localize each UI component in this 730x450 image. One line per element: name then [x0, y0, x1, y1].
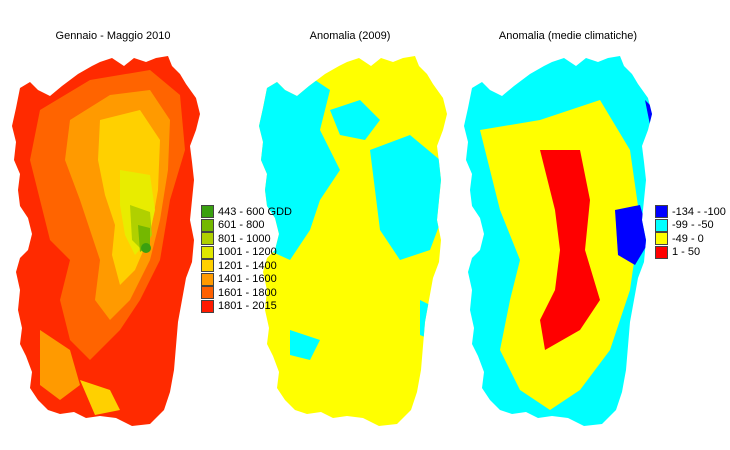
legend-label: 443 - 600 GDD	[218, 205, 292, 218]
map-title-gdd: Gennaio - Maggio 2010	[55, 30, 171, 42]
legend-swatch	[655, 205, 668, 219]
legend-anomaly-item: -99 - -50	[655, 218, 726, 233]
legend-swatch	[655, 218, 668, 232]
legend-gdd-item: 1001 - 1200	[201, 245, 292, 260]
legend-swatch	[655, 245, 668, 259]
legend-swatch	[201, 232, 214, 246]
legend-label: -99 - -50	[672, 219, 714, 232]
legend-label: -134 - -100	[672, 205, 726, 218]
legend-label: 1801 - 2015	[218, 300, 277, 313]
legend-swatch	[201, 245, 214, 259]
legend-swatch	[201, 205, 214, 219]
legend-swatch	[655, 232, 668, 246]
legend-label: 1601 - 1800	[218, 286, 277, 299]
legend-label: 601 - 800	[218, 219, 265, 232]
map-gdd	[12, 56, 200, 426]
legend-anomaly-item: 1 - 50	[655, 245, 726, 260]
legend-swatch	[201, 272, 214, 286]
legend-gdd-item: 601 - 800	[201, 218, 292, 233]
legend-swatch	[201, 299, 214, 313]
legend-swatch	[201, 218, 214, 232]
map-title-anomaly-climate: Anomalia (medie climatiche)	[498, 30, 638, 42]
legend-gdd-item: 443 - 600 GDD	[201, 205, 292, 219]
legend-label: 1001 - 1200	[218, 246, 277, 259]
map-title-anomaly-2009: Anomalia (2009)	[309, 30, 391, 42]
zone-443-600	[141, 243, 151, 253]
legend-label: 1201 - 1400	[218, 259, 277, 272]
legend-label: 801 - 1000	[218, 232, 271, 245]
legend-swatch	[201, 286, 214, 300]
legend-gdd-item: 1401 - 1600	[201, 272, 292, 287]
legend-label: -49 - 0	[672, 232, 704, 245]
legend-gdd-item: 801 - 1000	[201, 232, 292, 246]
map-anomaly-climate	[464, 56, 652, 426]
legend-anomaly-item: -49 - 0	[655, 232, 726, 246]
legend-gdd-item: 1201 - 1400	[201, 259, 292, 273]
legend-anomaly-item: -134 - -100	[655, 205, 726, 219]
legend-gdd-item: 1801 - 2015	[201, 299, 292, 314]
legend-label: 1 - 50	[672, 246, 701, 259]
legend-gdd-item: 1601 - 1800	[201, 286, 292, 300]
legend-swatch	[201, 259, 214, 273]
legend-label: 1401 - 1600	[218, 273, 277, 286]
legend-gdd: 443 - 600 GDD 601 - 800 801 - 1000 1001 - 1…	[201, 205, 292, 313]
